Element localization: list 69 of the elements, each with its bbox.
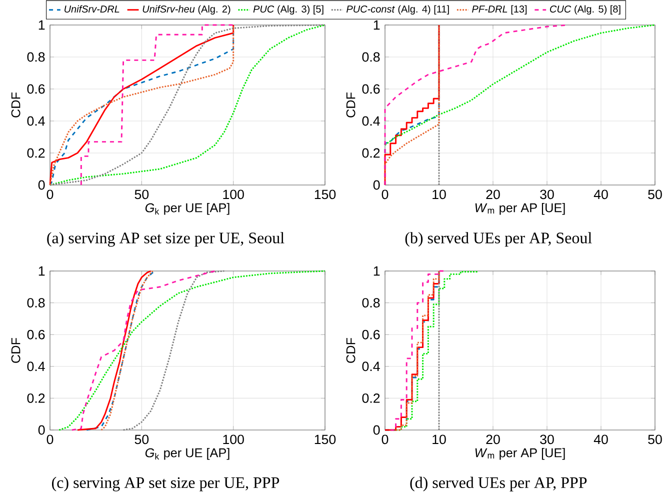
y-tick-label: 0.4 [27, 116, 45, 126]
y-tick-label: 0.6 [362, 84, 380, 94]
y-tick-label: 0.8 [27, 298, 45, 308]
x-tick-label: 150 [314, 434, 336, 444]
x-tick-label: 30 [540, 190, 554, 200]
text: (c) serving AP set size per UE, PPP [52, 476, 280, 492]
x-tick-label: 20 [486, 190, 500, 200]
legend-label: PF-DRL [13] [472, 5, 527, 15]
x-tick-label: 150 [314, 190, 336, 200]
x-tick-label: 50 [134, 434, 149, 444]
legend-label: PUC-const (Alg. 4) [11] [346, 5, 449, 15]
y-tick-label: 0.6 [27, 330, 45, 340]
y-axis-title: CDF [346, 338, 356, 363]
y-tick-label: 0.2 [27, 148, 45, 158]
text: (b) served UEs per AP, Seoul [405, 232, 592, 247]
line-series [122, 270, 225, 431]
y-tick-label: 1 [374, 266, 380, 276]
y-tick-label: 0.8 [362, 52, 380, 62]
x-tick-label: 40 [594, 434, 608, 444]
line-series [86, 270, 156, 431]
legend-label: UnifSrv-DRL [64, 5, 120, 13]
x-tick-label: 100 [223, 434, 244, 444]
line-series [49, 24, 326, 186]
y-tick-label: 0 [38, 425, 45, 435]
line-series [71, 270, 216, 431]
y-tick-label: 0.4 [362, 116, 380, 126]
x-tick-label: 0 [46, 434, 54, 444]
line-series [80, 24, 234, 186]
x-axis-title: W$_{m}$ per AP [UE] [475, 202, 565, 215]
x-tick-label: 10 [432, 190, 446, 200]
legend-label: PUC (Alg. 3) [5] [253, 5, 324, 15]
y-axis-title: CDF [11, 92, 20, 118]
x-tick-label: 0 [382, 190, 388, 200]
legend-label: UnifSrv-heu (Alg. 2) [142, 5, 230, 15]
y-axis-title: CDF [346, 92, 356, 118]
line-series [58, 270, 326, 431]
y-tick-label: 0.2 [27, 393, 45, 403]
x-tick-label: 40 [594, 190, 608, 200]
y-tick-label: 1 [38, 266, 45, 276]
y-tick-label: 0.6 [27, 84, 45, 94]
y-tick-label: 0.8 [362, 298, 380, 308]
y-tick-label: 1 [374, 20, 380, 30]
x-tick-label: 0 [46, 190, 54, 200]
y-axis-title: CDF [11, 338, 20, 363]
x-tick-label: 0 [382, 434, 388, 444]
y-tick-label: 0.6 [362, 330, 380, 340]
x-axis-title: G$_{k}$ per UE [AP] [145, 202, 230, 215]
x-tick-label: 100 [223, 190, 244, 200]
y-tick-label: 0 [373, 180, 380, 190]
text: (d) served UEs per AP, PPP [410, 476, 587, 492]
y-tick-label: 0.2 [362, 148, 380, 158]
x-tick-label: 50 [134, 190, 149, 200]
text: (a) serving AP set size per UE, Seoul [47, 232, 284, 247]
x-tick-label: 30 [540, 434, 554, 444]
y-tick-label: 1 [38, 20, 45, 30]
x-tick-label: 50 [648, 190, 662, 200]
y-tick-label: 0.4 [27, 362, 45, 372]
y-tick-label: 0.4 [362, 362, 380, 372]
line-series [76, 270, 152, 431]
y-tick-label: 0 [373, 425, 380, 435]
x-tick-label: 20 [486, 434, 500, 444]
x-axis-title: G$_{k}$ per UE [AP] [145, 448, 230, 460]
x-tick-label: 50 [648, 434, 662, 444]
legend-label: CUC (Alg. 5) [8] [550, 5, 620, 15]
x-axis-title: W$_{m}$ per AP [UE] [475, 448, 565, 460]
y-tick-label: 0.2 [362, 393, 380, 403]
x-tick-label: 10 [432, 434, 446, 444]
y-tick-label: 0 [38, 180, 45, 190]
y-tick-label: 0.8 [27, 52, 45, 62]
